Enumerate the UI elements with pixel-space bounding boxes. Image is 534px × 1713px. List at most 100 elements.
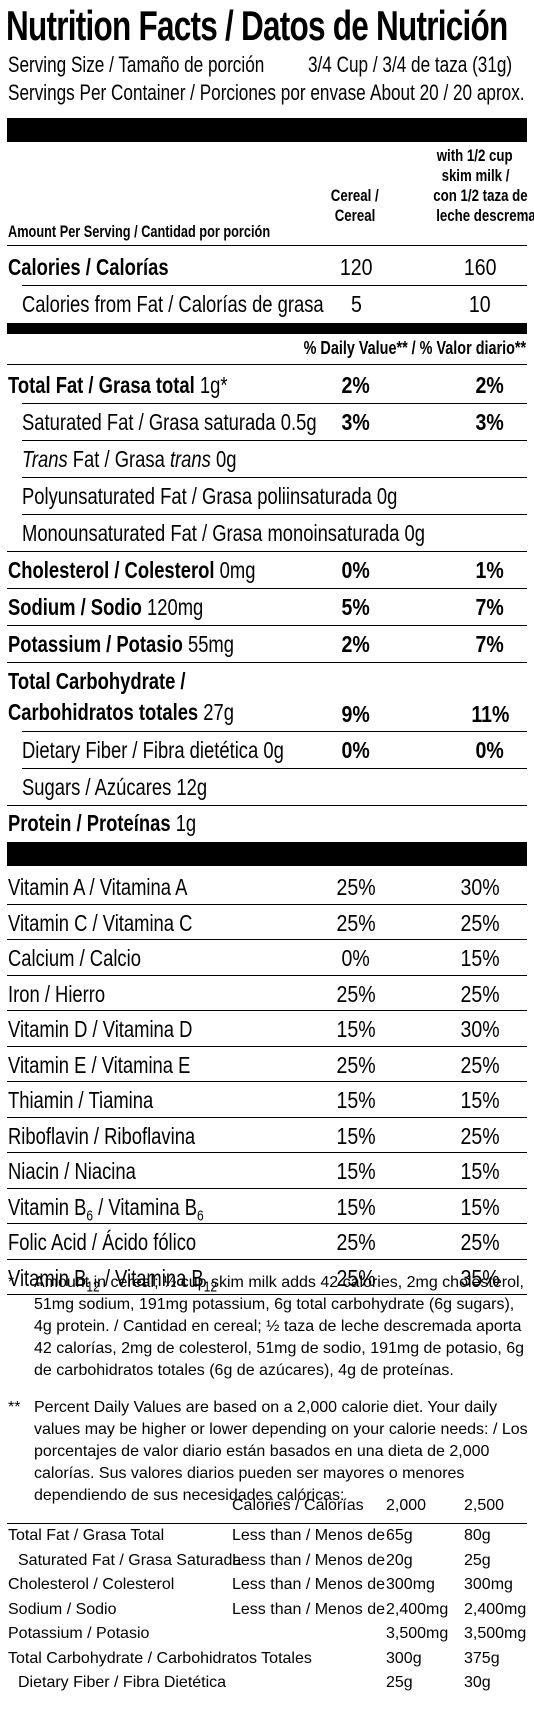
- dv-row-nutrient: Sodium / Sodio: [8, 1600, 117, 1618]
- carb-cereal: 9%: [341, 701, 371, 727]
- dv-row-nutrient: Cholesterol / Colesterol: [8, 1576, 175, 1593]
- vitamin-label: Vitamin B12 / Vitamina B12: [8, 1264, 217, 1296]
- mono-fat-label: Monounsaturated Fat / Grasa monoinsatura…: [22, 520, 425, 546]
- carb-row: 9% 11%: [0, 697, 534, 731]
- divider: [22, 731, 527, 732]
- fiber-milk: 0%: [475, 737, 505, 763]
- vitamin-label: Niacin / Niacina: [8, 1158, 136, 1184]
- divider: [7, 903, 527, 905]
- dv-row-nutrient: Total Fat / Grasa Total: [8, 1527, 165, 1544]
- dv-row-2500: 3,500mg: [464, 1625, 527, 1642]
- calories-fat-label: Calories from Fat / Calorías de grasa: [22, 291, 324, 317]
- footnote-text: Amount in cereal; ½ cup skim milk adds 4…: [34, 1274, 525, 1379]
- divider: [7, 1258, 527, 1260]
- sodium-row: Sodium / Sodio 120mg 5% 7%: [0, 590, 534, 624]
- vitamin-label: Iron / Hierro: [8, 980, 106, 1007]
- vitamin-row: Vitamin D / Vitamina D 15% 30%: [0, 1012, 534, 1046]
- vitamin-row: Folic Acid / Ácido fólico 25% 25%: [0, 1225, 534, 1259]
- serving-size-row: Serving Size / Tamaño de porción: [8, 52, 337, 78]
- dv-row-qualifier: Less than / Menos de: [232, 1576, 385, 1593]
- divider: [7, 1045, 527, 1047]
- divider: [22, 514, 527, 515]
- daily-value-header: % Daily Value** / % Valor diario**: [303, 338, 527, 358]
- dv-row-qualifier: Less than / Menos de: [232, 1551, 385, 1569]
- divider: [7, 588, 527, 589]
- vitamin-label: Vitamin D / Vitamina D: [8, 1016, 193, 1042]
- dv-row-2000: 25g: [386, 1674, 413, 1691]
- mono-fat-row: Monounsaturated Fat / Grasa monoinsatura…: [0, 516, 534, 550]
- fiber-label: Dietary Fiber / Fibra dietética 0g: [22, 737, 284, 763]
- vitamin-milk: 15%: [460, 945, 500, 971]
- dv-row-2500: 300mg: [464, 1576, 513, 1593]
- dv-row-2000: 65g: [386, 1527, 413, 1544]
- vitamin-cereal: 15%: [336, 1158, 376, 1184]
- divider: [7, 974, 527, 976]
- divider: [7, 1081, 527, 1082]
- dv-row-2000: 3,500mg: [386, 1625, 449, 1642]
- vitamin-label: Calcium / Calcio: [8, 945, 141, 971]
- total-fat-milk: 2%: [475, 372, 505, 398]
- saturated-fat-milk: 3%: [475, 409, 505, 435]
- dv-row-2000: 2,400mg: [386, 1600, 449, 1618]
- divider: [7, 245, 527, 246]
- vitamin-cereal: 25%: [336, 1229, 376, 1255]
- divider: [7, 662, 527, 663]
- calories-milk: 160: [463, 254, 497, 280]
- thick-bar-top: [7, 118, 527, 142]
- amount-per-serving-label: Amount Per Serving / Cantidad por porció…: [8, 222, 271, 241]
- dv-row-qualifier: Less than / Menos de: [232, 1600, 385, 1618]
- vitamin-milk: 15%: [460, 1193, 500, 1220]
- fiber-row: Dietary Fiber / Fibra dietética 0g 0% 0%: [0, 733, 534, 767]
- dv-row-qualifier: Less than / Menos de: [232, 1527, 385, 1544]
- vitamin-milk: 25%: [460, 909, 500, 936]
- vitamin-milk: 25%: [460, 1122, 500, 1149]
- footnote-amount: * Amount in cereal; ½ cup skim milk adds…: [8, 1272, 528, 1392]
- cereal-column-header: Cereal / Cereal: [331, 186, 379, 225]
- sodium-milk: 7%: [475, 594, 505, 620]
- vitamin-label: Folic Acid / Ácido fólico: [8, 1229, 197, 1255]
- calories-row: Calories / Calorías 120 160: [0, 250, 534, 284]
- divider: [7, 939, 527, 940]
- medium-bar: [7, 323, 527, 334]
- divider: [22, 440, 527, 441]
- divider: [22, 477, 527, 478]
- carb-milk: 11%: [470, 701, 510, 727]
- protein-label: Protein / Proteínas 1g: [8, 810, 197, 836]
- total-fat-label: Total Fat / Grasa total 1g*: [8, 372, 228, 398]
- vitamin-milk: 15%: [460, 1087, 500, 1113]
- vitamin-milk: 25%: [460, 980, 500, 1007]
- divider: [22, 768, 527, 769]
- serving-size-value: 3/4 Cup / 3/4 de taza (31g): [308, 52, 513, 77]
- vitamin-cereal: 25%: [336, 1051, 376, 1078]
- vitamin-label: Vitamin E / Vitamina E: [8, 1051, 191, 1078]
- dv-row-2000: 300mg: [386, 1576, 435, 1593]
- calories-fat-cereal: 5: [350, 291, 362, 317]
- vitamin-milk: 25%: [460, 1051, 500, 1078]
- calories-cereal: 120: [339, 254, 373, 280]
- vitamin-milk: 30%: [460, 1016, 500, 1042]
- dv-row-2500: 375g: [464, 1649, 500, 1667]
- cholesterol-cereal: 0%: [341, 557, 371, 583]
- vitamin-row: Vitamin B6 / Vitamina B6 15% 15%: [0, 1190, 534, 1225]
- serving-size-label: Serving Size / Tamaño de porción: [8, 52, 265, 77]
- calories-fat-milk: 10: [469, 291, 491, 317]
- vitamin-cereal: 15%: [336, 1087, 376, 1113]
- vitamin-cereal: 25%: [336, 980, 376, 1007]
- vitamin-cereal: 15%: [336, 1193, 376, 1220]
- total-fat-row: Total Fat / Grasa total 1g* 2% 2%: [0, 368, 534, 402]
- vitamin-row: Calcium / Calcio 0% 15%: [0, 941, 534, 975]
- milk-column-header: with 1/2 cup skim milk / con 1/2 taza de…: [433, 146, 534, 225]
- dv-row-nutrient: Saturated Fat / Grasa Saturada: [18, 1551, 242, 1569]
- dv-row-nutrient: Dietary Fiber / Fibra Dietética: [18, 1674, 227, 1691]
- vitamin-label: Vitamin A / Vitamina A: [8, 874, 188, 900]
- servings-value: About 20 / 20 aprox.: [370, 80, 525, 105]
- dv-header-2500: 2,500: [464, 1497, 505, 1514]
- footnote-mark: **: [8, 1399, 21, 1416]
- divider: [7, 1223, 527, 1224]
- divider: [7, 1294, 527, 1295]
- potassium-row: Potassium / Potasio 55mg 2% 7%: [0, 627, 534, 661]
- carb-label: Total Carbohydrate / Carbohidratos total…: [8, 668, 234, 725]
- divider: [7, 1152, 527, 1153]
- saturated-fat-label: Saturated Fat / Grasa saturada 0.5g: [22, 409, 317, 435]
